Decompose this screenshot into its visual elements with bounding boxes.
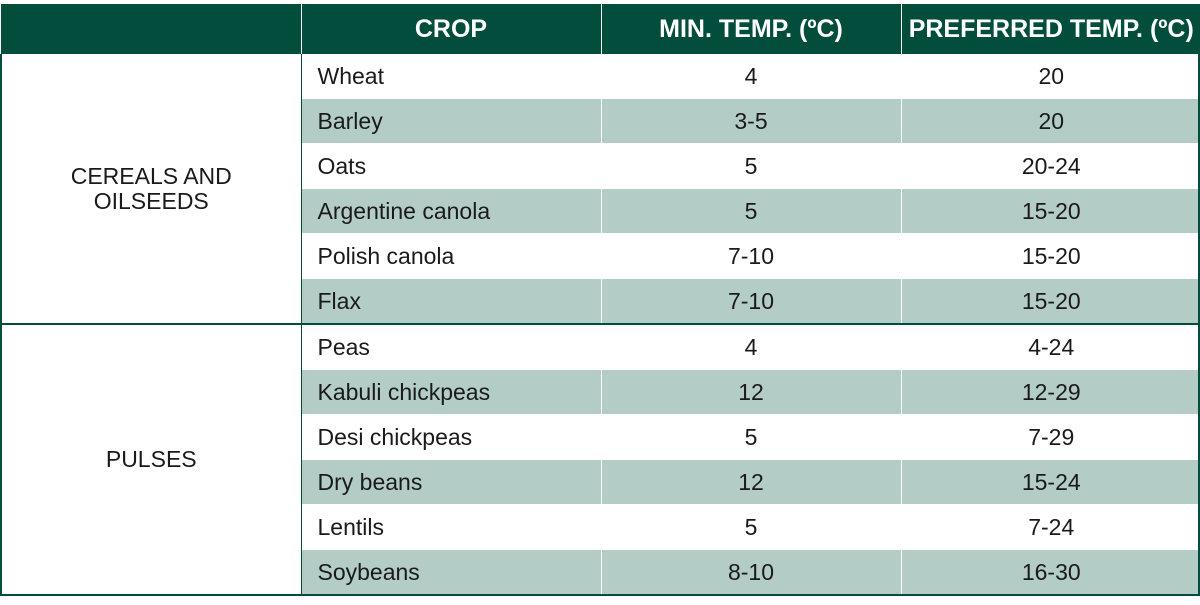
min-temp-cell: 12 [601,459,902,505]
crop-name-cell: Lentils [301,504,602,550]
crop-name-cell: Peas [301,324,602,370]
preferred-temp-cell: 20-24 [901,143,1200,189]
preferred-temp-cell: 4-24 [901,324,1200,370]
crop-temperature-table: CROP MIN. TEMP. (ºC) PREFERRED TEMP. (ºC… [0,4,1200,596]
table-row: Barley 3-5 20 [1,98,1200,144]
group-label-line: OILSEEDS [93,187,209,214]
table-row: Flax 7-10 15-20 [1,278,1200,325]
group-label-line: PULSES [105,446,197,472]
preferred-temp-cell: 15-20 [901,278,1200,325]
preferred-temp-cell: 16-30 [901,549,1200,596]
preferred-temp-cell: 15-20 [901,188,1200,234]
min-temp-cell: 3-5 [601,98,902,144]
crop-name-cell: Barley [301,98,602,144]
min-temp-cell: 5 [601,414,902,460]
crop-name-cell: Argentine canola [301,188,602,234]
table-row: CEREALS AND OILSEEDS Wheat 4 20 [0,54,1200,325]
table-row: Lentils 5 7-24 [1,504,1200,550]
table-row: Argentine canola 5 15-20 [1,188,1200,234]
crop-name-cell: Dry beans [301,459,602,505]
crop-name-cell: Wheat [301,54,602,99]
crop-name-cell: Oats [301,143,602,189]
group-label-pulses: PULSES [0,324,302,596]
preferred-temp-cell: 12-29 [901,369,1200,415]
table-row: Polish canola 7-10 15-20 [1,233,1200,279]
preferred-temp-cell: 20 [901,54,1200,99]
min-temp-cell: 12 [601,369,902,415]
preferred-temp-cell: 20 [901,98,1200,144]
header-group-blank [1,4,302,54]
crop-name-cell: Soybeans [301,549,602,596]
preferred-temp-cell: 7-24 [901,504,1200,550]
table-row: Oats 5 20-24 [1,143,1200,189]
table-header-row: CROP MIN. TEMP. (ºC) PREFERRED TEMP. (ºC… [1,4,1200,54]
crop-name-cell: Desi chickpeas [301,414,602,460]
min-temp-cell: 5 [601,504,902,550]
header-preferred-temp: PREFERRED TEMP. (ºC) [901,4,1200,54]
group-label-line: CEREALS AND [70,162,232,189]
table-row: Soybeans 8-10 16-30 [1,549,1200,596]
table-row: Kabuli chickpeas 12 12-29 [1,369,1200,415]
min-temp-cell: 4 [601,54,902,99]
crop-name-cell: Flax [301,278,602,325]
crop-temperature-table-container: CROP MIN. TEMP. (ºC) PREFERRED TEMP. (ºC… [0,4,1200,596]
header-crop: CROP [301,4,602,54]
min-temp-cell: 4 [601,324,902,370]
crop-name-cell: Polish canola [301,233,602,279]
min-temp-cell: 5 [601,188,902,234]
table-row: Desi chickpeas 5 7-29 [1,414,1200,460]
header-min-temp: MIN. TEMP. (ºC) [601,4,902,54]
min-temp-cell: 7-10 [601,233,902,279]
group-label-cereals-oilseeds: CEREALS AND OILSEEDS [0,54,302,325]
preferred-temp-cell: 15-24 [901,459,1200,505]
min-temp-cell: 7-10 [601,278,902,325]
table-right-border [1198,4,1200,596]
crop-name-cell: Kabuli chickpeas [301,369,602,415]
min-temp-cell: 8-10 [601,549,902,596]
preferred-temp-cell: 7-29 [901,414,1200,460]
min-temp-cell: 5 [601,143,902,189]
table-row: Dry beans 12 15-24 [1,459,1200,505]
preferred-temp-cell: 15-20 [901,233,1200,279]
table-row: PULSES Peas 4 4-24 [0,324,1200,596]
